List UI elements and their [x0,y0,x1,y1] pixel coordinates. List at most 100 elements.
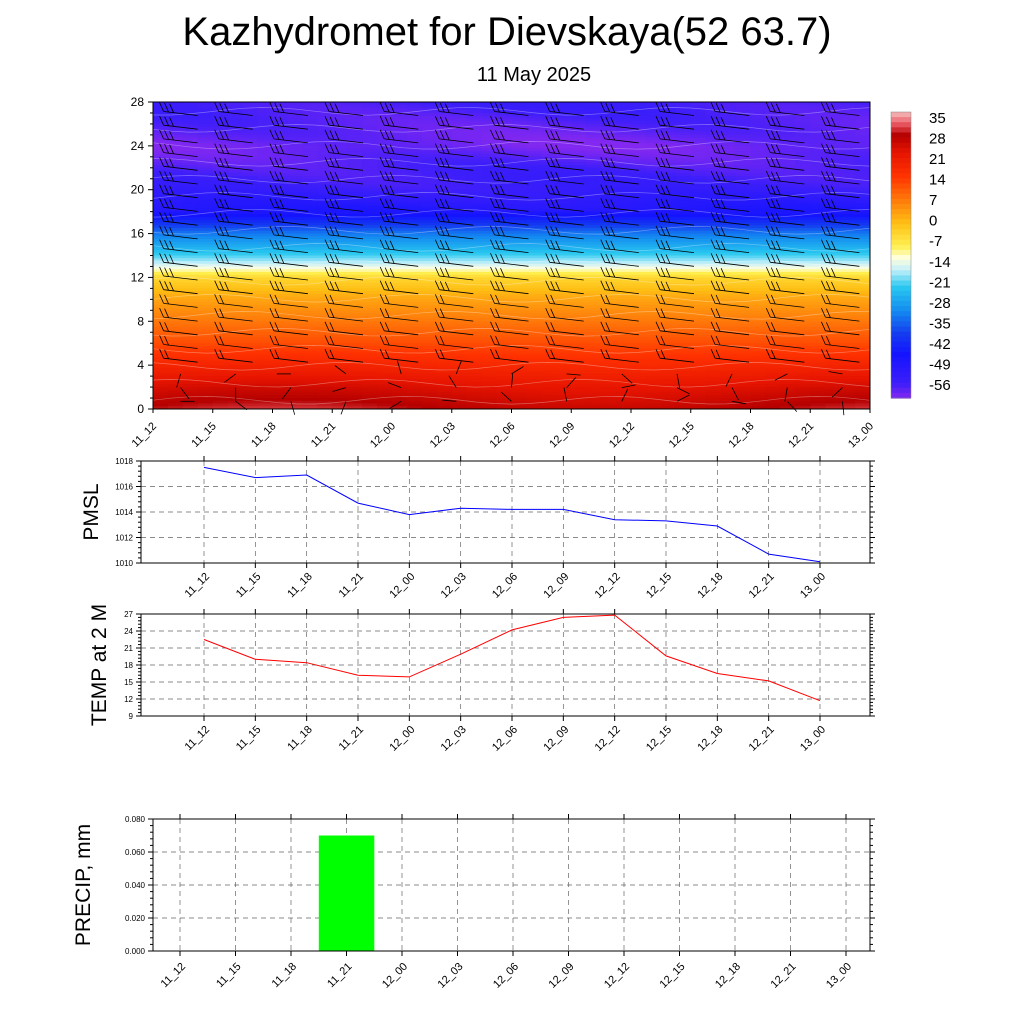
heatmap-cell [421,345,438,350]
heatmap-cell [421,384,438,388]
heatmap-cell [182,184,199,188]
heatmap-cell [227,356,244,361]
heatmap-cell [601,277,617,281]
heatmap-cell [705,115,722,120]
heatmap-cell [690,293,707,298]
heatmap-cell [541,269,557,273]
heatmap-cell [735,162,752,166]
heatmap-cell [481,115,498,120]
heatmap-cell [526,345,542,350]
heatmap-cell [436,186,453,191]
heatmap-cell [167,217,184,221]
heatmap-cell [302,400,318,405]
heatmap-cell [571,219,587,224]
heatmap-cell [586,258,602,262]
heatmap-cell [212,239,229,243]
heatmap-cell [392,143,408,147]
heatmap-cell [332,277,348,281]
heatmap-cell [302,291,318,295]
heatmap-cell [332,252,348,257]
heatmap-cell [675,387,692,391]
heatmap-cell [616,217,632,221]
heatmap-cell [257,378,274,383]
heatmap-cell [526,143,542,147]
heatmap-cell [421,181,438,185]
heatmap-cell [302,184,318,188]
heatmap-cell [332,189,348,194]
heatmap-cell [362,217,378,221]
heatmap-cell [780,271,796,276]
heatmap-cell [451,356,468,361]
heatmap-cell [153,211,169,215]
heatmap-cell [317,291,333,295]
heatmap-cell [182,398,199,402]
heatmap-cell [556,406,572,409]
heatmap-cell [571,102,587,106]
heatmap-cell [302,112,318,117]
heatmap-cell [705,167,722,172]
heatmap-cell [631,181,647,185]
heatmap-cell [571,395,587,399]
heatmap-cell [511,387,528,391]
heatmap-cell [242,126,259,131]
heatmap-cell [287,217,303,221]
heatmap-cell [347,247,363,251]
heatmap-cell [511,203,528,207]
heatmap-cell [780,132,796,136]
heatmap-cell [197,189,214,194]
heatmap-cell [451,345,468,350]
heatmap-cell [720,151,737,155]
heatmap-cell [332,332,348,336]
heatmap-cell [332,285,348,289]
heatmap-cell [212,326,229,331]
heatmap-cell [660,181,677,185]
heatmap-cell [690,230,707,235]
heatmap-cell [526,137,542,141]
heatmap-cell [317,222,333,226]
heatmap-cell [735,186,752,191]
heatmap-cell [705,348,722,353]
heatmap-cell [182,151,199,155]
heatmap-cell [556,367,572,372]
heatmap-cell [705,282,722,287]
heatmap-cell [287,178,303,183]
heatmap-cell [541,184,557,188]
heatmap-cell [332,151,348,155]
heatmap-cell [227,192,244,196]
heatmap-cell [660,299,677,303]
heatmap-cell [705,370,722,374]
heatmap-cell [227,148,244,152]
heatmap-cell [645,214,662,218]
heatmap-cell [182,307,199,311]
heatmap-cell [601,392,617,396]
heatmap-cell [451,170,468,174]
heatmap-cell [466,197,483,202]
heatmap-cell [720,255,737,259]
heatmap-cell [392,244,408,248]
heatmap-cell [496,356,513,361]
heatmap-cell [302,384,318,388]
heatmap-cell [780,293,796,298]
heatmap-cell [795,403,811,407]
heatmap-cell [556,340,572,344]
heatmap-cell [690,167,707,172]
heatmap-cell [153,403,169,407]
heatmap-cell [780,217,796,221]
heatmap-cell [780,134,796,139]
heatmap-cell [735,367,752,372]
heatmap-cell [377,203,393,207]
heatmap-cell [302,208,318,213]
heatmap-cell [392,140,408,144]
heatmap-cell [242,151,259,155]
heatmap-cell [421,222,438,226]
heatmap-cell [675,121,692,125]
heatmap-cell [631,233,647,237]
heatmap-cell [541,126,557,131]
heatmap-cell [556,211,572,215]
heatmap-cell [690,154,707,158]
heatmap-cell [466,115,483,120]
heatmap-cell [601,370,617,374]
heatmap-cell [436,321,453,325]
heatmap-cell [421,129,438,133]
heatmap-cell [765,362,781,366]
